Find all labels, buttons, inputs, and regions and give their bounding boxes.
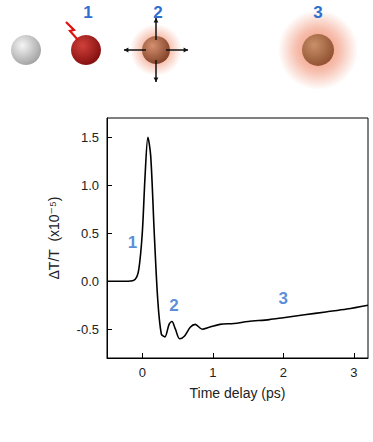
svg-text:ΔT/T (x10⁻⁵): ΔT/T (x10⁻⁵) (46, 197, 62, 280)
svg-text:-0.5: -0.5 (77, 322, 99, 337)
svg-text:0.5: 0.5 (81, 226, 99, 241)
svg-text:1.0: 1.0 (81, 178, 99, 193)
svg-text:2: 2 (153, 3, 162, 22)
svg-text:1.5: 1.5 (81, 130, 99, 145)
svg-text:2: 2 (169, 296, 178, 315)
svg-text:1: 1 (209, 365, 216, 380)
svg-text:0: 0 (139, 365, 146, 380)
svg-text:1: 1 (83, 3, 92, 22)
svg-text:Time delay (ps): Time delay (ps) (190, 385, 286, 401)
svg-text:1: 1 (128, 233, 137, 252)
svg-text:3: 3 (313, 3, 322, 22)
svg-text:0.0: 0.0 (81, 274, 99, 289)
svg-text:2: 2 (280, 365, 287, 380)
svg-text:3: 3 (350, 365, 357, 380)
svg-text:3: 3 (279, 289, 288, 308)
